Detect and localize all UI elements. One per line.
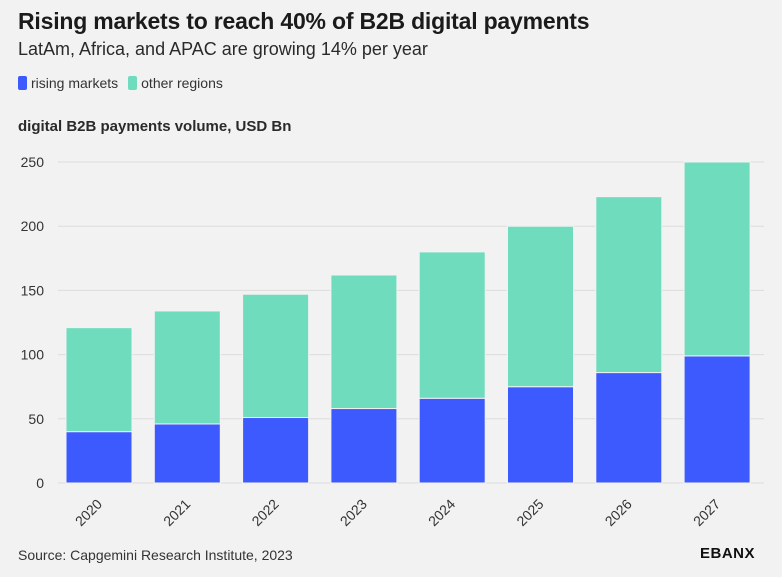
x-tick-label: 2021 <box>160 496 193 529</box>
legend: rising markets other regions <box>18 75 233 91</box>
bar-other-regions-2025 <box>507 225 574 388</box>
bar-rising-markets-2021 <box>153 423 221 484</box>
legend-item-other-regions: other regions <box>128 75 223 91</box>
x-tick-label: 2026 <box>602 496 635 529</box>
x-tick-label: 2025 <box>513 496 546 529</box>
legend-swatch-rising-markets <box>18 76 27 90</box>
y-tick-label: 200 <box>21 218 45 234</box>
y-tick-label: 50 <box>28 411 44 427</box>
bars <box>65 161 751 484</box>
bar-rising-markets-2023 <box>330 408 398 484</box>
legend-label-other-regions: other regions <box>141 75 223 91</box>
chart-title: Rising markets to reach 40% of B2B digit… <box>18 8 590 34</box>
y-tick-label: 150 <box>21 282 45 298</box>
bar-rising-markets-2026 <box>595 372 663 484</box>
chart-subtitle: LatAm, Africa, and APAC are growing 14% … <box>18 39 428 59</box>
bar-other-regions-2023 <box>330 274 398 410</box>
brand-logo: EBANX <box>700 545 756 562</box>
bar-other-regions-2020 <box>65 327 133 433</box>
source-note: Source: Capgemini Research Institute, 20… <box>18 547 293 563</box>
bar-rising-markets-2020 <box>65 431 133 484</box>
bar-other-regions-2022 <box>242 293 310 419</box>
legend-item-rising-markets: rising markets <box>18 75 118 91</box>
x-tick-label: 2027 <box>690 496 723 529</box>
legend-swatch-other-regions <box>128 76 138 90</box>
legend-label-rising-markets: rising markets <box>31 75 119 91</box>
bar-rising-markets-2025 <box>507 386 574 484</box>
bar-other-regions-2021 <box>153 310 221 425</box>
bar-other-regions-2026 <box>595 196 663 374</box>
bar-rising-markets-2024 <box>418 397 486 484</box>
x-tick-label: 2020 <box>72 496 105 529</box>
y-tick-label: 0 <box>36 475 44 491</box>
x-tick-label: 2024 <box>425 496 458 529</box>
x-tick-label: 2022 <box>248 496 281 529</box>
y-tick-label: 100 <box>21 347 45 363</box>
bar-other-regions-2024 <box>418 251 486 399</box>
y-axis-title: digital B2B payments volume, USD Bn <box>18 118 292 135</box>
x-tick-label: 2023 <box>337 496 370 529</box>
bar-other-regions-2027 <box>683 161 751 357</box>
bar-rising-markets-2022 <box>242 417 310 484</box>
y-tick-label: 250 <box>21 154 45 170</box>
x-tick-labels: 2020 2021 2022 2023 2024 2025 2026 2027 <box>72 496 724 529</box>
bar-rising-markets-2027 <box>683 355 751 484</box>
y-tick-labels: 0 50 100 150 200 250 <box>21 154 45 491</box>
